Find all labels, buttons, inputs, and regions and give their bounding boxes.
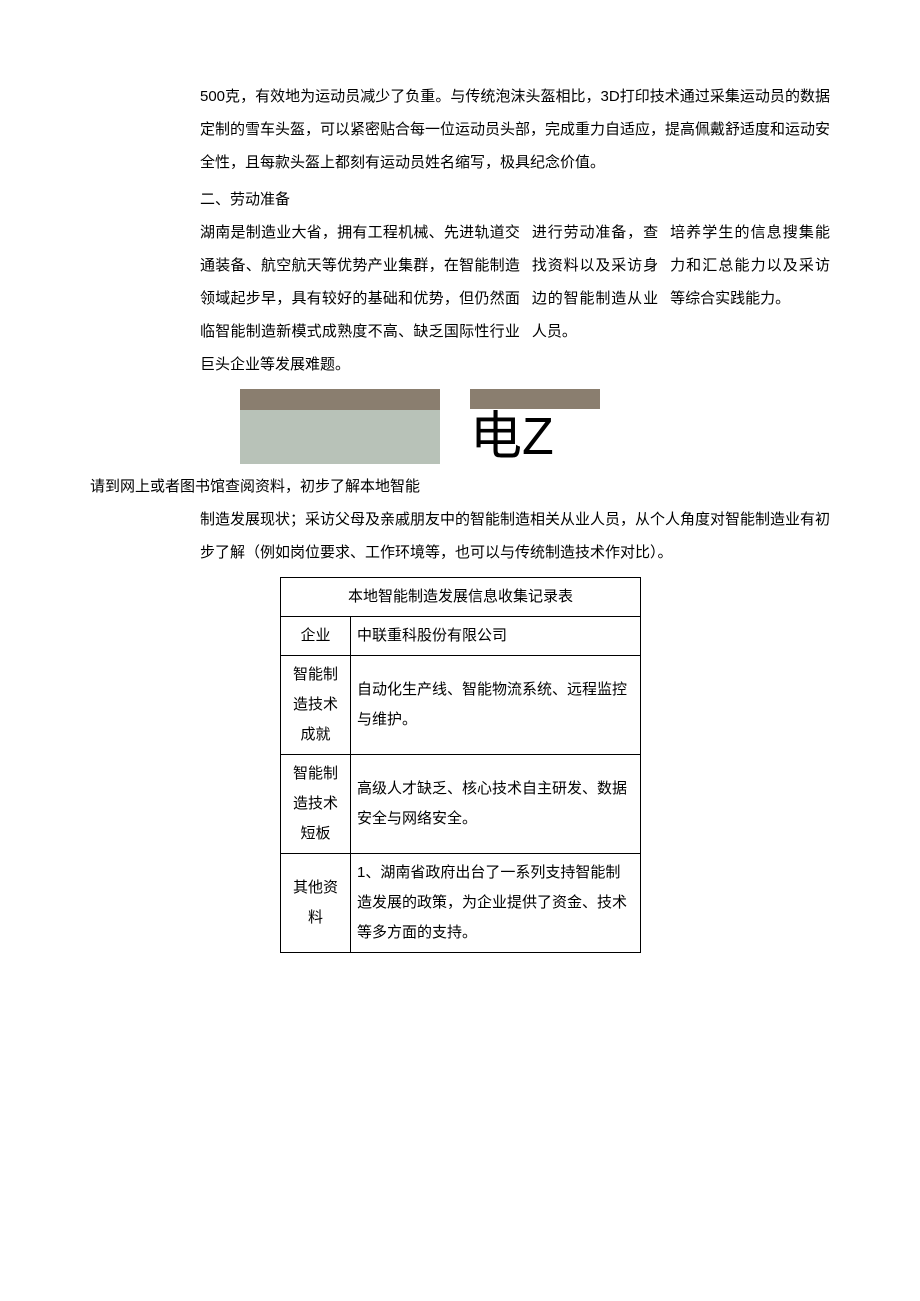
section-2-title: 二、劳动准备	[200, 183, 830, 216]
table-row: 其他资料 1、湖南省政府出台了一系列支持智能制造发展的政策，为企业提供了资金、技…	[281, 854, 641, 953]
info-table-wrap: 本地智能制造发展信息收集记录表 企业 中联重科股份有限公司 智能制造技术成就 自…	[280, 577, 830, 953]
row-value-shortboard: 高级人才缺乏、核心技术自主研发、数据安全与网络安全。	[351, 755, 641, 854]
info-collection-table: 本地智能制造发展信息收集记录表 企业 中联重科股份有限公司 智能制造技术成就 自…	[280, 577, 641, 953]
table-row: 智能制造技术成就 自动化生产线、智能物流系统、远程监控与维护。	[281, 656, 641, 755]
instruction-line-2: 制造发展现状；采访父母及亲戚朋友中的智能制造相关从业人员，从个人角度对智能制造业…	[200, 503, 830, 569]
table-title-row: 本地智能制造发展信息收集记录表	[281, 578, 641, 617]
instruction-line-1: 请到网上或者图书馆查阅资料，初步了解本地智能	[90, 470, 830, 503]
three-column-block: 湖南是制造业大省，拥有工程机械、先进轨道交通装备、航空航天等优势产业集群，在智能…	[200, 216, 830, 381]
col2-preparation: 进行劳动准备，查找资料以及采访身边的智能制造从业人员。	[532, 216, 658, 381]
row-value-enterprise: 中联重科股份有限公司	[351, 617, 641, 656]
col3-ability: 培养学生的信息搜集能力和汇总能力以及采访等综合实践能力。	[670, 216, 830, 381]
image-block-2: 电Z	[470, 389, 600, 464]
row-label-other: 其他资料	[281, 854, 351, 953]
row-value-achievement: 自动化生产线、智能物流系统、远程监控与维护。	[351, 656, 641, 755]
table-title: 本地智能制造发展信息收集记录表	[281, 578, 641, 617]
image-placeholder-2	[470, 389, 600, 409]
paragraph-helmet: 500克，有效地为运动员减少了负重。与传统泡沫头盔相比，3D打印技术通过采集运动…	[200, 80, 830, 179]
row-label-shortboard: 智能制造技术短板	[281, 755, 351, 854]
row-label-achievement: 智能制造技术成就	[281, 656, 351, 755]
row-label-enterprise: 企业	[281, 617, 351, 656]
table-row: 智能制造技术短板 高级人才缺乏、核心技术自主研发、数据安全与网络安全。	[281, 755, 641, 854]
big-characters: 电Z	[470, 411, 600, 463]
table-row: 企业 中联重科股份有限公司	[281, 617, 641, 656]
row-value-other: 1、湖南省政府出台了一系列支持智能制造发展的政策，为企业提供了资金、技术等多方面…	[351, 854, 641, 953]
image-row: 电Z	[240, 389, 830, 464]
image-placeholder-1	[240, 389, 440, 464]
col1-hunan-industry: 湖南是制造业大省，拥有工程机械、先进轨道交通装备、航空航天等优势产业集群，在智能…	[200, 216, 520, 381]
